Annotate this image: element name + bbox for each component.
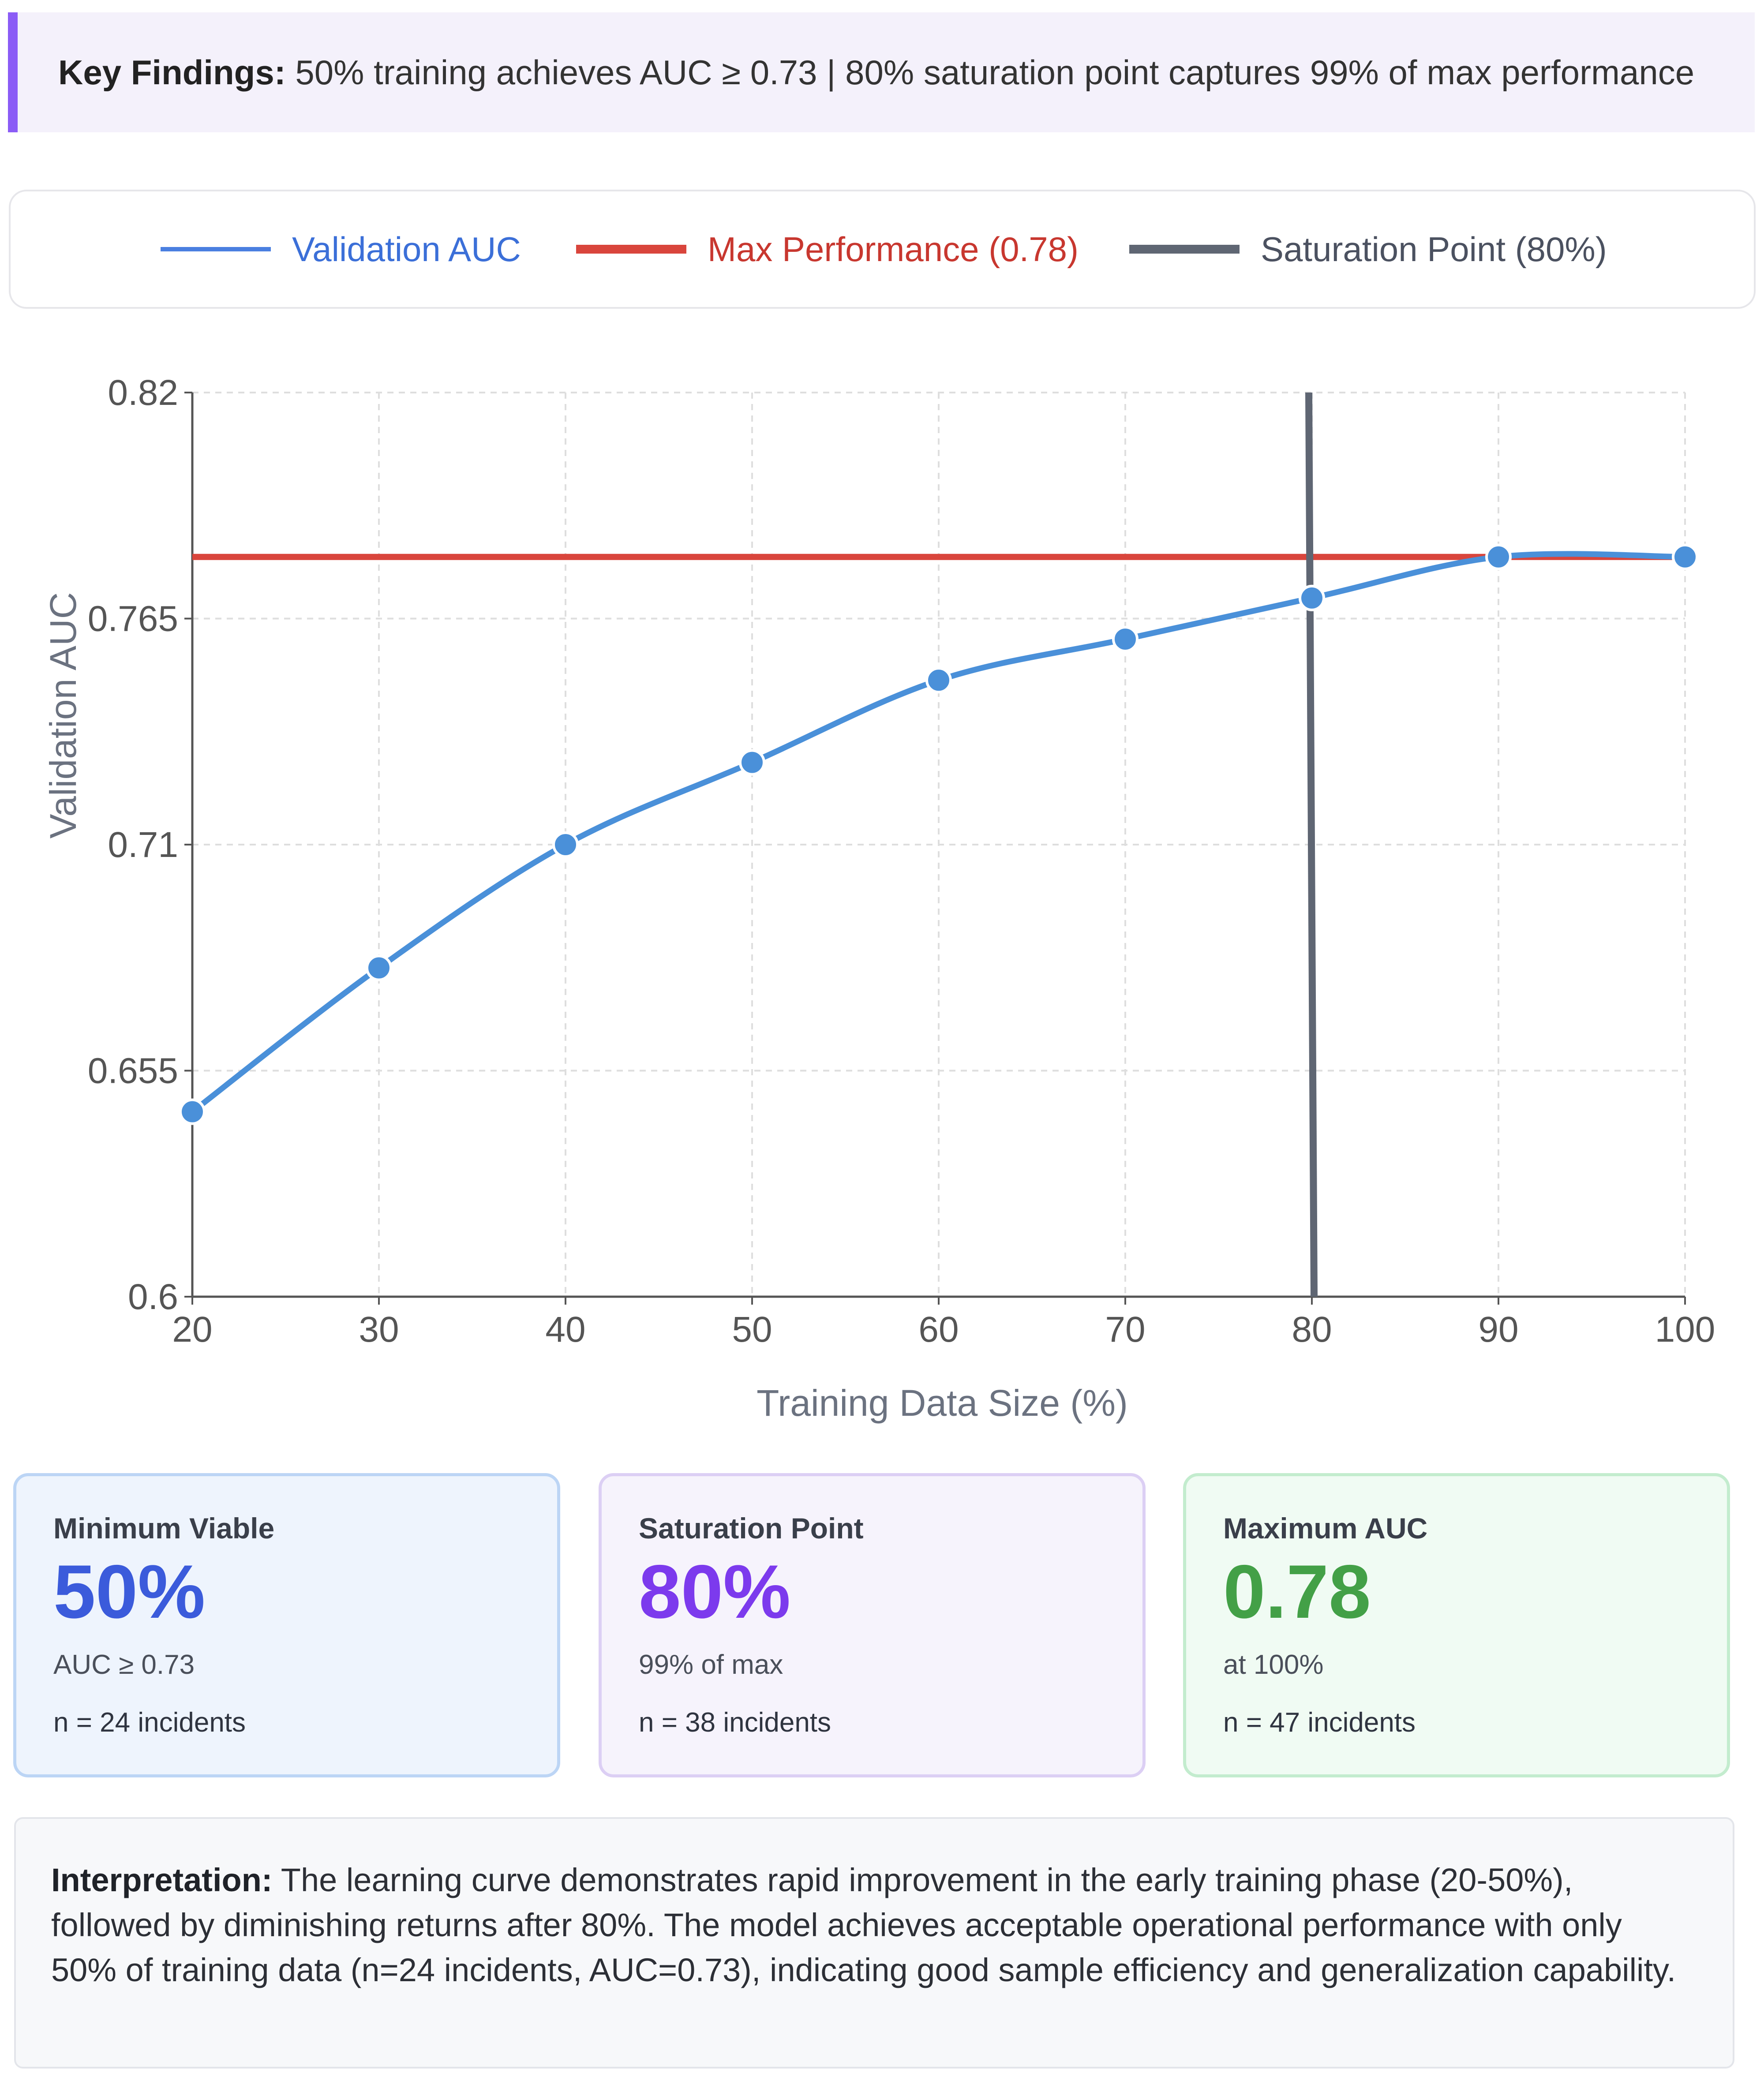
card-subtitle: 99% of max (639, 1650, 783, 1680)
legend-item-validation-auc[interactable]: Validation AUC (161, 191, 521, 307)
saturation-point-line (1305, 392, 1318, 1297)
x-tick-label: 20 (172, 1309, 212, 1350)
legend-swatch-saturation-point (1129, 245, 1240, 254)
legend-swatch-validation-auc (161, 247, 271, 251)
chart-grid (192, 392, 1686, 1297)
validation-auc-point (1299, 584, 1325, 611)
legend-label-validation-auc: Validation AUC (292, 229, 521, 269)
chart-data-layer (179, 392, 1698, 1297)
x-tick-label: 60 (918, 1309, 959, 1350)
y-tick-label: 0.71 (108, 825, 178, 865)
y-tick-label: 0.6 (128, 1277, 178, 1317)
key-findings-text: 50% training achieves AUC ≥ 0.73 | 80% s… (285, 52, 1695, 92)
x-tick-label: 90 (1478, 1309, 1518, 1350)
card-incident-count: n = 38 incidents (639, 1707, 831, 1738)
validation-auc-point (925, 667, 952, 694)
chart-legend: Validation AUC Max Performance (0.78) Sa… (9, 190, 1756, 309)
interpretation-text: The learning curve demonstrates rapid im… (51, 1862, 1676, 1988)
validation-auc-point (366, 954, 392, 981)
x-axis-title: Training Data Size (%) (757, 1382, 1128, 1424)
validation-auc-point (1672, 543, 1698, 570)
legend-label-max-performance: Max Performance (0.78) (708, 229, 1079, 269)
y-tick-label: 0.765 (88, 599, 178, 639)
card-title: Minimum Viable (53, 1512, 275, 1545)
card-saturation-point: Saturation Point 80% 99% of max n = 38 i… (599, 1473, 1146, 1777)
x-tick-label: 80 (1292, 1309, 1332, 1350)
x-tick-label: 40 (545, 1309, 585, 1350)
card-title: Saturation Point (639, 1512, 864, 1545)
card-maximum-auc: Maximum AUC 0.78 at 100% n = 47 incident… (1183, 1473, 1730, 1777)
x-tick-label: 100 (1655, 1309, 1715, 1350)
x-tick-label: 50 (732, 1309, 772, 1350)
card-value: 0.78 (1223, 1549, 1371, 1634)
validation-auc-point (179, 1098, 206, 1125)
card-minimum-viable: Minimum Viable 50% AUC ≥ 0.73 n = 24 inc… (13, 1473, 560, 1777)
chart-axes: 20 30 40 50 60 70 80 90 100 0.6 0.655 0.71 0.765 0.82 (88, 373, 1715, 1350)
card-value: 80% (639, 1549, 791, 1634)
card-incident-count: n = 24 incidents (53, 1707, 246, 1738)
legend-label-saturation-point: Saturation Point (80%) (1261, 229, 1607, 269)
y-tick-label: 0.655 (88, 1051, 178, 1091)
y-tick-label: 0.82 (108, 373, 178, 413)
legend-item-saturation-point[interactable]: Saturation Point (80%) (1129, 191, 1607, 307)
learning-curve-chart: 20 30 40 50 60 70 80 90 100 0.6 0.655 0.71 0.765 0.82… (42, 373, 1715, 1424)
validation-auc-line (189, 551, 1688, 1115)
x-tick-label: 30 (359, 1309, 399, 1350)
legend-swatch-max-performance (576, 245, 686, 254)
validation-auc-point (1485, 543, 1512, 570)
card-subtitle: AUC ≥ 0.73 (53, 1650, 195, 1680)
interpretation-label: Interpretation: (51, 1862, 273, 1898)
validation-auc-point (1112, 626, 1139, 653)
stat-cards: Minimum Viable 50% AUC ≥ 0.73 n = 24 inc… (13, 1473, 1734, 1782)
card-incident-count: n = 47 incidents (1223, 1707, 1416, 1738)
validation-auc-point (739, 749, 765, 776)
card-title: Maximum AUC (1223, 1512, 1428, 1545)
x-tick-label: 70 (1105, 1309, 1145, 1350)
key-findings-label: Key Findings: (58, 52, 286, 92)
legend-item-max-performance[interactable]: Max Performance (0.78) (576, 191, 1079, 307)
key-findings-banner: Key Findings: 50% training achieves AUC … (8, 12, 1755, 132)
y-axis-title: Validation AUC (42, 592, 84, 839)
card-value: 50% (53, 1549, 206, 1634)
interpretation-panel: Interpretation: The learning curve demon… (14, 1817, 1734, 2069)
card-subtitle: at 100% (1223, 1650, 1324, 1680)
validation-auc-point (552, 831, 579, 858)
